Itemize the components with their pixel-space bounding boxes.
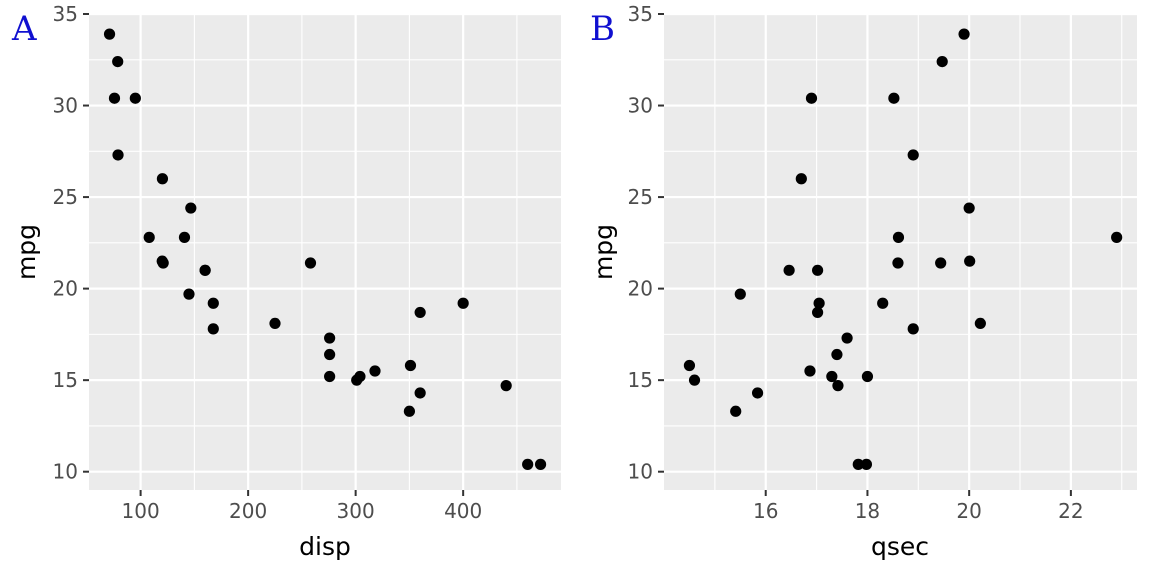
x-axis-title: qsec	[871, 532, 929, 561]
y-tick-label: 35	[53, 2, 78, 26]
y-tick-label: 25	[628, 185, 653, 209]
data-point	[730, 405, 742, 417]
y-axis-title: mpg	[589, 224, 618, 280]
data-point	[813, 297, 825, 309]
x-axis-title: disp	[299, 532, 351, 561]
panel-a: 100 200 300 400 10 15 20 25 30 35 disp mpg A	[11, 2, 561, 561]
data-point	[832, 380, 844, 392]
data-point	[112, 149, 124, 161]
x-tick-label: 20	[956, 499, 981, 523]
data-point	[414, 306, 426, 319]
data-point	[974, 317, 986, 329]
data-point	[907, 149, 919, 161]
data-point	[877, 297, 889, 309]
x-tick-label: 200	[229, 499, 267, 523]
data-point	[207, 297, 219, 309]
x-tick-label: 300	[337, 499, 375, 523]
data-point	[1111, 231, 1123, 243]
y-tick-label: 10	[53, 460, 78, 484]
data-point	[805, 92, 818, 104]
y-tick-label: 10	[628, 460, 653, 484]
y-tick-label: 20	[53, 277, 78, 301]
data-point	[178, 231, 191, 243]
data-point	[935, 257, 947, 269]
plot-background	[89, 14, 561, 490]
data-point	[269, 317, 281, 329]
y-tick-label: 30	[628, 94, 653, 118]
data-point	[500, 380, 512, 392]
data-point	[783, 264, 795, 276]
data-point	[964, 255, 976, 267]
x-tick-label: 16	[753, 499, 778, 523]
data-point	[129, 92, 141, 104]
data-point	[841, 332, 853, 344]
data-point	[826, 370, 838, 383]
data-point	[143, 231, 155, 243]
data-point	[963, 202, 975, 214]
data-point	[892, 257, 904, 269]
data-point	[108, 92, 121, 104]
y-tick-label: 35	[628, 2, 653, 26]
data-point	[861, 370, 874, 383]
data-point	[351, 374, 363, 386]
plot-background	[664, 14, 1137, 490]
data-point	[795, 173, 807, 185]
y-tick-label: 25	[53, 185, 78, 209]
data-point	[185, 202, 197, 214]
data-point	[831, 348, 843, 361]
data-point	[860, 458, 873, 470]
data-point	[324, 370, 336, 383]
data-point	[907, 323, 919, 335]
x-tick-label: 400	[444, 499, 482, 523]
data-point	[404, 359, 417, 372]
data-point	[403, 405, 416, 417]
data-point	[936, 56, 948, 68]
data-point	[522, 458, 534, 470]
data-point	[888, 92, 900, 104]
data-point	[811, 306, 824, 319]
data-point	[734, 288, 746, 300]
data-point	[183, 288, 195, 300]
x-tick-label: 18	[855, 499, 880, 523]
y-tick-label: 15	[53, 368, 78, 392]
y-tick-label: 30	[53, 94, 78, 118]
data-point	[683, 359, 696, 372]
data-point	[304, 257, 317, 269]
panel-tag: B	[590, 9, 615, 49]
data-point	[852, 458, 864, 470]
data-point	[958, 28, 970, 40]
data-point	[157, 257, 169, 269]
data-point	[751, 387, 764, 399]
y-axis-title: mpg	[12, 224, 41, 280]
data-point	[892, 231, 905, 243]
x-tick-label: 22	[1058, 499, 1083, 523]
panel-tag: A	[11, 9, 37, 49]
data-point	[103, 28, 116, 40]
y-tick-label: 15	[628, 368, 653, 392]
data-point	[369, 365, 381, 377]
data-point	[811, 264, 824, 276]
x-tick-label: 100	[122, 499, 160, 523]
data-point	[156, 173, 169, 185]
data-point	[324, 348, 336, 361]
data-point	[804, 365, 816, 377]
panel-b: 16 18 20 22 10 15 20 25 30 35 qsec mpg B	[589, 2, 1137, 561]
data-point	[457, 297, 469, 309]
data-point	[324, 332, 336, 344]
data-point	[414, 387, 426, 399]
data-point	[688, 374, 701, 386]
data-point	[112, 56, 124, 68]
data-point	[199, 264, 211, 276]
y-tick-label: 20	[628, 277, 653, 301]
data-point	[534, 458, 547, 470]
data-point	[207, 323, 219, 335]
